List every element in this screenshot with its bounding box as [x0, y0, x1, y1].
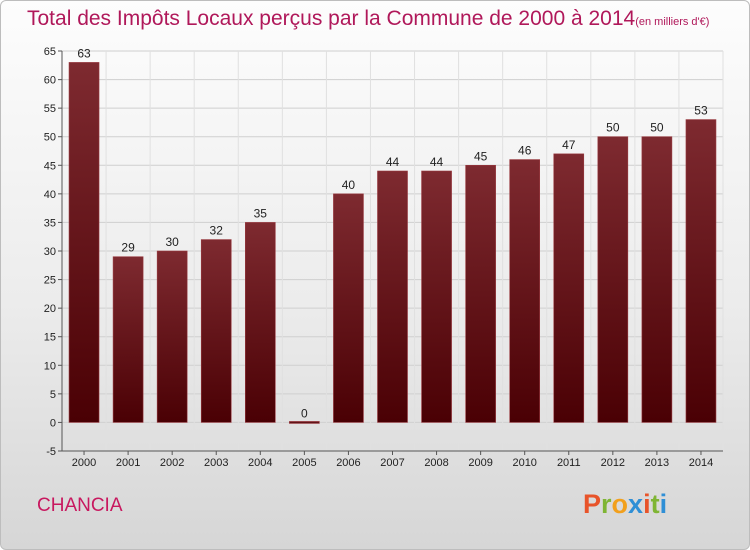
bar: [112, 256, 144, 423]
y-tick-label: 60: [44, 75, 56, 87]
logo-letter: r: [601, 489, 612, 519]
logo-letter: x: [628, 489, 644, 519]
y-tick-label: 40: [44, 189, 56, 201]
x-tick-label: 2007: [380, 457, 404, 469]
x-tick-label: 2005: [292, 457, 316, 469]
value-label: 0: [301, 406, 308, 420]
value-label: 40: [342, 178, 356, 192]
commune-name: CHANCIA: [37, 495, 123, 516]
value-label: 29: [121, 241, 135, 255]
value-label: 50: [650, 121, 664, 135]
x-tick-label: 2014: [689, 457, 713, 469]
y-tick-label: 10: [44, 360, 56, 372]
chart-title: Total des Impôts Locaux perçus par la Co…: [27, 7, 636, 30]
bar: [377, 170, 408, 423]
x-tick-label: 2012: [601, 457, 625, 469]
value-label: 45: [474, 149, 488, 163]
x-tick-label: 2001: [116, 457, 140, 469]
y-tick-label: 55: [44, 103, 56, 115]
value-label: 35: [254, 206, 268, 220]
bar: [553, 153, 585, 423]
x-tick-label: 2009: [468, 457, 492, 469]
bar: [245, 222, 276, 423]
y-tick-label: 15: [44, 332, 56, 344]
logo-letter: t: [650, 489, 660, 519]
value-label: 53: [694, 104, 708, 118]
value-label: 46: [518, 144, 532, 158]
bar: [597, 136, 629, 423]
y-tick-label: 20: [44, 303, 56, 315]
value-label: 32: [210, 224, 224, 238]
y-tick-label: 35: [44, 217, 56, 229]
bar: [156, 250, 188, 423]
x-tick-label: 2000: [72, 457, 96, 469]
y-tick-label: 45: [44, 160, 56, 172]
value-label: 30: [165, 235, 179, 249]
bar: [68, 62, 100, 423]
x-tick-label: 2003: [204, 457, 228, 469]
bar: [421, 170, 452, 423]
y-tick-label: 0: [50, 417, 56, 429]
y-tick-label: 5: [50, 389, 56, 401]
x-tick-label: 2010: [512, 457, 536, 469]
labels: 63 2000 29 2001 30 2002 32 2003 35 2004 0 2005 40 200…: [72, 46, 713, 469]
y-tick-label: 25: [44, 275, 56, 287]
value-label: 44: [430, 155, 444, 169]
bar: [289, 421, 320, 424]
bar: [465, 164, 496, 423]
logo-letter: P: [583, 489, 602, 519]
bar: [333, 193, 364, 423]
value-label: 50: [606, 121, 620, 135]
value-label: 63: [77, 46, 91, 60]
logo-letter: i: [643, 489, 651, 519]
bar: [685, 119, 717, 423]
bar: [641, 136, 673, 423]
logo-letter: i: [659, 489, 668, 519]
bar: [509, 159, 541, 423]
y-tick-label: 30: [44, 246, 56, 258]
bars: [68, 62, 717, 424]
y-tick-label: -5: [46, 446, 56, 458]
value-label: 44: [386, 155, 400, 169]
bar: [200, 239, 232, 423]
value-label: 47: [562, 138, 576, 152]
y-tick-label: 65: [44, 46, 56, 58]
x-tick-label: 2004: [248, 457, 272, 469]
x-tick-label: 2006: [336, 457, 360, 469]
x-tick-label: 2011: [557, 457, 581, 469]
x-tick-label: 2008: [424, 457, 448, 469]
x-tick-label: 2013: [645, 457, 669, 469]
y-tick-label: 50: [44, 132, 56, 144]
chart-title-unit: (en milliers d'€): [635, 16, 710, 28]
logo-letter: o: [611, 489, 629, 519]
proxiti-logo[interactable]: Proxiti: [583, 489, 667, 520]
x-tick-label: 2002: [160, 457, 184, 469]
axes: -5 0 5 10 15 20 25 30 35 40 45 50 55 60 65: [44, 46, 723, 458]
chart-title-row: Total des Impôts Locaux perçus par la Co…: [27, 7, 709, 31]
